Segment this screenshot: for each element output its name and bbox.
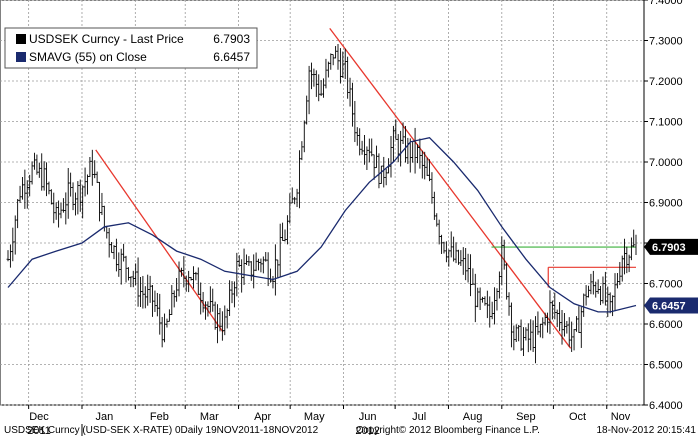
legend-swatch-sma: [16, 52, 26, 62]
sma-line: [7, 136, 637, 313]
sma-series: [7, 136, 637, 313]
y-tick-label: 6.4000: [649, 400, 683, 412]
y-tick-label: 6.7000: [649, 279, 683, 291]
month-label: Jul: [412, 411, 426, 423]
value-badges: 6.7903 6.6457: [644, 238, 698, 314]
legend-label-price: USDSEK Curncy - Last Price: [29, 32, 184, 46]
month-label: Sep: [516, 411, 536, 423]
y-axis: 6.40006.50006.60006.70006.80006.90007.00…: [644, 0, 683, 412]
trendline: [329, 27, 572, 349]
grid: [0, 0, 644, 406]
y-tick-label: 6.6000: [649, 319, 683, 331]
value-badge-label: 6.7903: [652, 242, 686, 254]
month-label: Aug: [463, 411, 483, 423]
footer-timestamp: 18-Nov-2012 20:15:41: [596, 425, 696, 436]
y-tick-label: 7.1000: [649, 117, 683, 129]
value-badge-label: 6.6457: [652, 300, 686, 312]
x-axis: Dec Jan Feb Mar Apr May Jun Jul Aug Sep Oct Nov 2011…: [27, 405, 631, 437]
year-label: 2011: [27, 425, 51, 437]
legend: USDSEK Curncy - Last Price 6.7903 SMAVG …: [4, 27, 258, 69]
y-tick-label: 6.5000: [649, 360, 683, 372]
month-label: Nov: [611, 411, 631, 423]
footer-copyright: Copyright© 2012 Bloomberg Finance L.P.: [356, 425, 540, 436]
y-tick-label: 6.9000: [649, 198, 683, 210]
month-label: Oct: [569, 411, 586, 423]
footer-source: USDSEK Curncy (USD-SEK X-RATE) 0Daily 19…: [4, 425, 319, 436]
month-label: Apr: [254, 411, 271, 423]
trendline: [95, 149, 224, 333]
y-tick-label: 7.3000: [649, 36, 683, 48]
y-tick-label: 7.0000: [649, 157, 683, 169]
legend-value-price: 6.7903: [213, 32, 250, 46]
annotations: [95, 27, 636, 349]
y-tick-label: 7.2000: [649, 76, 683, 88]
value-badge: [644, 238, 698, 255]
legend-value-sma: 6.6457: [213, 50, 250, 64]
legend-swatch-price: [16, 34, 26, 44]
month-label: May: [304, 411, 325, 423]
year-label: 2012: [355, 425, 379, 437]
month-label: Dec: [29, 411, 49, 423]
month-label: Feb: [150, 411, 169, 423]
month-label: Jun: [359, 411, 377, 423]
footer: USDSEK Curncy (USD-SEK X-RATE) 0Daily 19…: [4, 425, 696, 436]
month-label: Jan: [95, 411, 113, 423]
value-badge: [644, 297, 698, 314]
month-label: Mar: [200, 411, 219, 423]
y-tick-label: 7.4000: [649, 0, 683, 7]
price-series: [6, 44, 637, 364]
legend-label-sma: SMAVG (55) on Close: [29, 50, 147, 64]
